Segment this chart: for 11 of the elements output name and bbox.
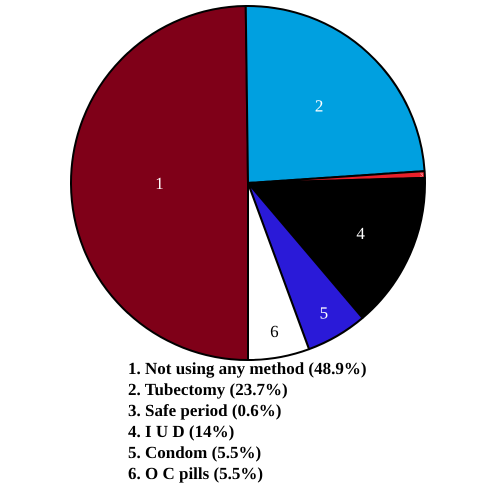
slice-label: 4 [356, 224, 366, 243]
slice-label: 1 [155, 174, 164, 194]
slice-label: 6 [270, 322, 279, 341]
text: 6. O C pills (5.5%) [128, 463, 264, 484]
text: 3. Safe period (0.6%) [128, 400, 282, 421]
text: 4. I U D (14%) [128, 421, 236, 442]
text: 2. Tubectomy (23.7%) [128, 379, 289, 400]
text: 1. Not using any method (48.9%) [128, 358, 368, 379]
slice-label: 2 [314, 96, 324, 116]
slice-label: 5 [320, 304, 328, 323]
text: 5. Condom (5.5%) [128, 442, 262, 463]
